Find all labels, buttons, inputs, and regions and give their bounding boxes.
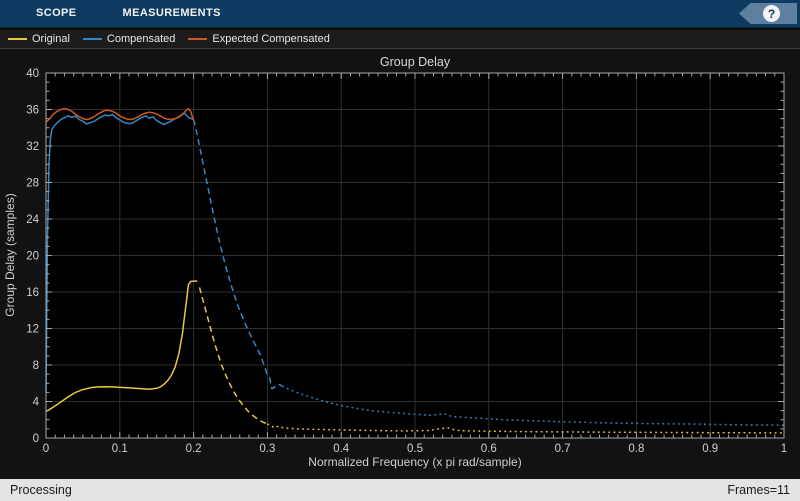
svg-text:16: 16 [26, 287, 39, 299]
toolbar: SCOPE MEASUREMENTS ? [0, 0, 800, 28]
chart-panel: 0 0.1 0.2 0.3 0.4 0.5 0.6 0.7 0.8 0.9 1 0 4 8 12 16 20 24… [0, 49, 800, 479]
legend-item-compensated[interactable]: Compensated [82, 33, 176, 45]
chart-title: Group Delay [380, 55, 451, 69]
legend-item-original[interactable]: Original [8, 33, 70, 45]
legend-item-expected-compensated[interactable]: Expected Compensated [188, 33, 330, 45]
svg-text:0.3: 0.3 [259, 443, 275, 455]
svg-text:0.2: 0.2 [186, 443, 202, 455]
y-axis-label: Group Delay (samples) [3, 193, 17, 316]
svg-text:4: 4 [33, 397, 40, 409]
svg-text:8: 8 [33, 360, 39, 372]
status-text: Processing [10, 483, 72, 497]
svg-text:12: 12 [26, 324, 39, 336]
svg-text:20: 20 [26, 251, 39, 263]
svg-text:0.7: 0.7 [555, 443, 571, 455]
legend: Original Compensated Expected Compensate… [0, 28, 800, 49]
svg-text:1: 1 [781, 443, 787, 455]
group-delay-chart: 0 0.1 0.2 0.3 0.4 0.5 0.6 0.7 0.8 0.9 1 0 4 8 12 16 20 24… [3, 55, 787, 469]
help-button[interactable]: ? [739, 3, 797, 24]
svg-text:24: 24 [26, 214, 39, 226]
help-icon: ? [763, 5, 780, 22]
svg-text:0: 0 [43, 443, 49, 455]
svg-text:32: 32 [26, 141, 39, 153]
frames-counter: Frames=11 [727, 483, 790, 497]
svg-text:0.6: 0.6 [481, 443, 497, 455]
svg-text:28: 28 [26, 178, 39, 190]
svg-text:0.8: 0.8 [628, 443, 644, 455]
legend-label-compensated: Compensated [106, 33, 176, 45]
legend-line-compensated [82, 38, 102, 40]
tab-scope[interactable]: SCOPE [36, 7, 77, 19]
axes-box-and-ticks [45, 72, 785, 439]
legend-line-expected-compensated [188, 38, 208, 40]
legend-label-expected-compensated: Expected Compensated [212, 33, 330, 45]
tab-measurements[interactable]: MEASUREMENTS [122, 7, 221, 19]
svg-text:0.4: 0.4 [333, 443, 350, 455]
legend-label-original: Original [32, 33, 70, 45]
svg-text:0: 0 [33, 433, 39, 445]
legend-line-original [8, 38, 27, 40]
svg-text:0.1: 0.1 [112, 443, 128, 455]
x-axis-label: Normalized Frequency (x pi rad/sample) [308, 455, 521, 469]
svg-text:40: 40 [26, 68, 39, 80]
svg-text:0.5: 0.5 [407, 443, 423, 455]
grid-lines [46, 73, 784, 438]
svg-text:0.9: 0.9 [702, 443, 718, 455]
status-bar: Processing Frames=11 [0, 479, 800, 501]
svg-text:36: 36 [26, 105, 39, 117]
tick-labels: 0 0.1 0.2 0.3 0.4 0.5 0.6 0.7 0.8 0.9 1 0 4 8 12 16 20 24… [26, 68, 787, 455]
series-curves [45, 107, 785, 434]
